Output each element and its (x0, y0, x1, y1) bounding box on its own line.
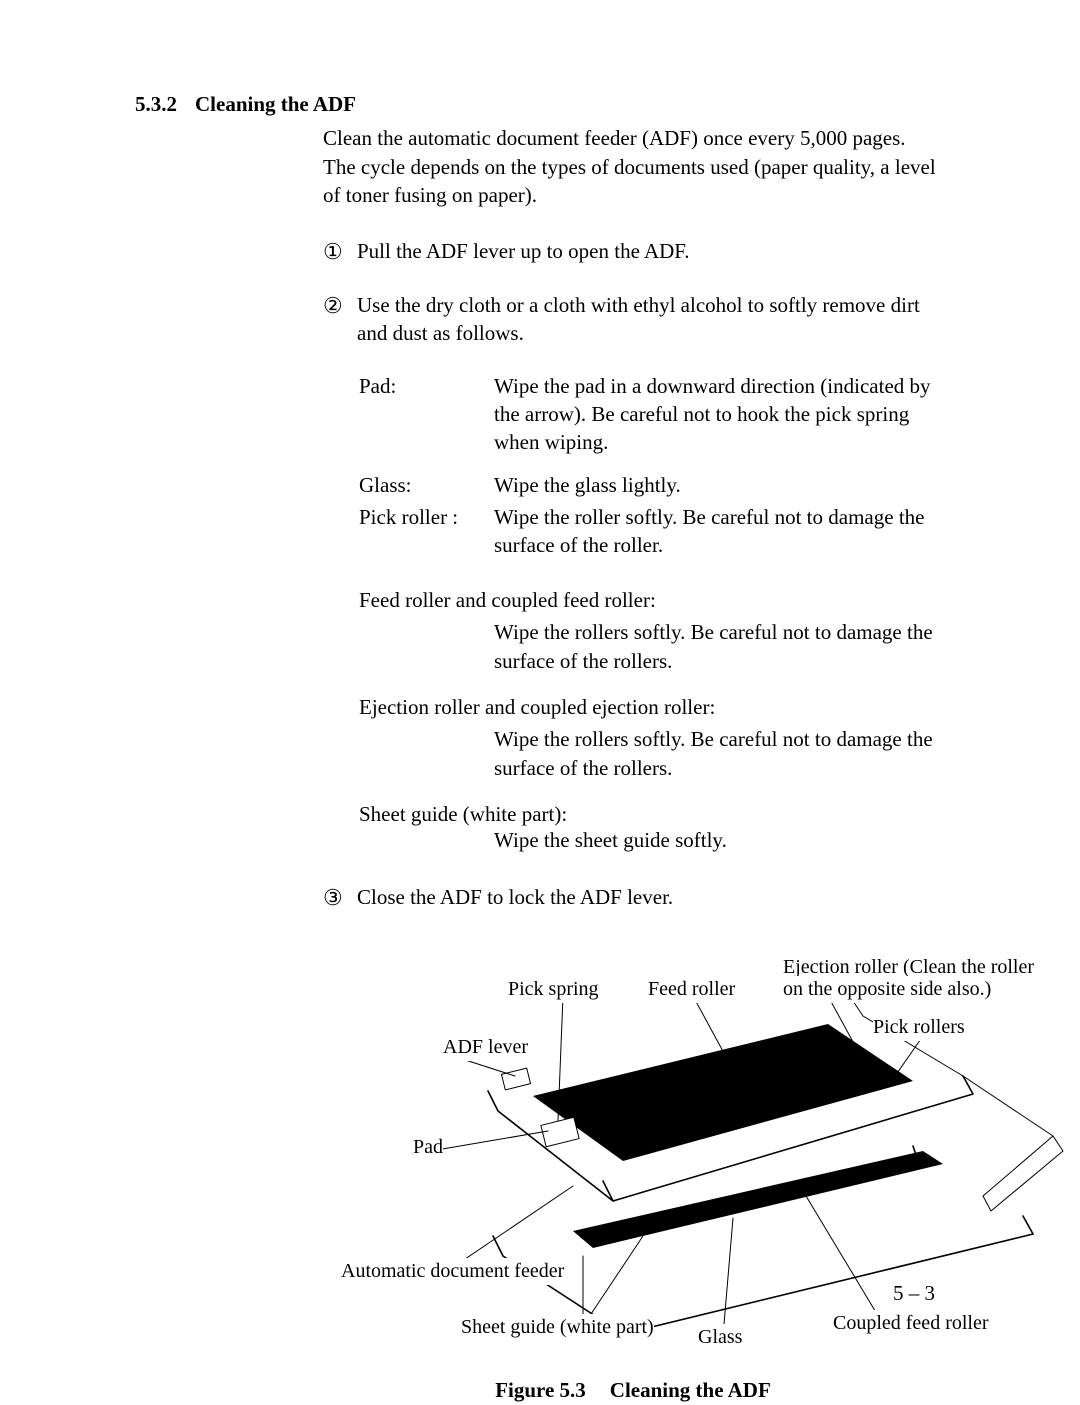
def-feed-label: Feed roller and coupled feed roller: (359, 586, 943, 614)
def-pick: Pick roller : Wipe the roller softly. Be… (359, 503, 943, 560)
step-2-text: Use the dry cloth or a cloth with ethyl … (357, 291, 943, 348)
step-2-marker: ② (323, 291, 357, 348)
def-sheet-value: Wipe the sheet guide softly. (494, 826, 943, 854)
def-glass-label: Glass: (359, 471, 494, 499)
label-feed-roller: Feed roller (648, 976, 735, 1003)
figure-caption-text: Cleaning the ADF (610, 1378, 771, 1402)
def-glass-value: Wipe the glass lightly. (494, 471, 943, 499)
figure-caption-number: Figure 5.3 (495, 1378, 586, 1402)
def-sheet-label-row: Sheet guide (white part): (359, 800, 943, 828)
label-glass: Glass (698, 1324, 742, 1351)
def-pad-label: Pad: (359, 372, 494, 457)
section-title: Cleaning the ADF (195, 90, 356, 118)
step-3: ③ Close the ADF to lock the ADF lever. (323, 883, 943, 913)
def-pick-label: Pick roller : (359, 503, 494, 560)
def-eject-value: Wipe the rollers softly. Be careful not … (494, 725, 943, 782)
step-3-marker: ③ (323, 883, 357, 913)
step-1: ① Pull the ADF lever up to open the ADF. (323, 237, 943, 267)
def-pad: Pad: Wipe the pad in a downward directio… (359, 372, 943, 457)
figure-area: Pick spring Feed roller Ejection roller … (263, 936, 1080, 1356)
label-coupled-feed-roller: Coupled feed roller (833, 1310, 989, 1337)
def-glass: Glass: Wipe the glass lightly. (359, 471, 943, 499)
step-1-marker: ① (323, 237, 357, 267)
label-ejection-roller-l2: on the opposite side also.) (783, 976, 991, 1003)
label-adf-lever: ADF lever (443, 1034, 528, 1061)
step-2: ② Use the dry cloth or a cloth with ethy… (323, 291, 943, 348)
page-content: 5.3.2 Cleaning the ADF Clean the automat… (135, 90, 955, 1405)
section-heading: 5.3.2 Cleaning the ADF (135, 90, 955, 118)
label-pick-rollers: Pick rollers (873, 1014, 965, 1041)
def-sheet-label: Sheet guide (white part): (359, 800, 943, 828)
label-auto-doc-feeder: Automatic document feeder (341, 1258, 564, 1285)
figure-caption: Figure 5.3 Cleaning the ADF (323, 1376, 943, 1404)
def-feed-value: Wipe the rollers softly. Be careful not … (494, 618, 943, 675)
intro-paragraph: Clean the automatic document feeder (ADF… (323, 124, 943, 209)
section-number: 5.3.2 (135, 90, 177, 118)
body-block: Clean the automatic document feeder (ADF… (323, 124, 943, 1404)
label-pick-spring: Pick spring (508, 976, 599, 1003)
def-feed-label-row: Feed roller and coupled feed roller: (359, 586, 943, 614)
def-pick-value: Wipe the roller softly. Be careful not t… (494, 503, 943, 560)
def-pad-value: Wipe the pad in a downward direction (in… (494, 372, 943, 457)
label-pad: Pad (413, 1134, 443, 1161)
step-3-text: Close the ADF to lock the ADF lever. (357, 883, 943, 913)
definitions-block: Pad: Wipe the pad in a downward directio… (359, 372, 943, 855)
def-eject-label: Ejection roller and coupled ejection rol… (359, 693, 943, 721)
def-eject-label-row: Ejection roller and coupled ejection rol… (359, 693, 943, 721)
page-number: 5 – 3 (893, 1279, 935, 1307)
label-sheet-guide: Sheet guide (white part) (461, 1314, 654, 1341)
step-1-text: Pull the ADF lever up to open the ADF. (357, 237, 943, 267)
